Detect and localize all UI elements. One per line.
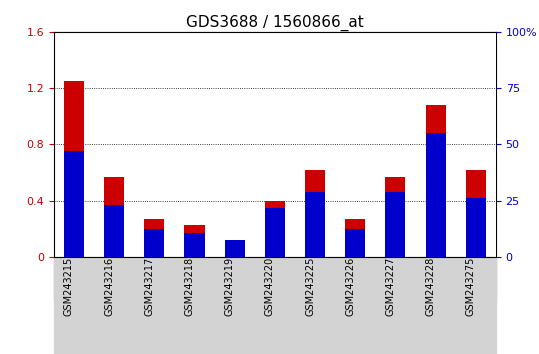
Title: GDS3688 / 1560866_at: GDS3688 / 1560866_at	[186, 14, 364, 30]
Bar	[144, 219, 164, 257]
FancyBboxPatch shape	[54, 259, 295, 300]
Text: obese: obese	[377, 273, 414, 286]
Bar	[385, 177, 405, 257]
Bar	[54, 257, 496, 354]
Bar	[426, 133, 446, 257]
Bar	[64, 152, 84, 257]
Bar	[64, 81, 84, 257]
Bar	[345, 219, 365, 257]
Bar	[466, 198, 486, 257]
Bar	[104, 177, 124, 257]
Bar	[225, 240, 245, 257]
Bar	[265, 208, 285, 257]
Bar	[144, 229, 164, 257]
Text: transformed count: transformed count	[120, 308, 224, 318]
Bar	[385, 192, 405, 257]
Bar	[466, 170, 486, 257]
Bar	[265, 201, 285, 257]
Bar	[184, 224, 205, 257]
Text: control: control	[153, 273, 196, 286]
Text: ■: ■	[107, 331, 119, 344]
Bar	[426, 105, 446, 257]
Text: ■: ■	[107, 307, 119, 320]
Text: disease state: disease state	[0, 353, 1, 354]
FancyBboxPatch shape	[295, 259, 496, 300]
Text: percentile rank within the sample: percentile rank within the sample	[120, 333, 308, 343]
Bar	[305, 170, 325, 257]
Bar	[184, 233, 205, 257]
Bar	[345, 229, 365, 257]
Bar	[104, 205, 124, 257]
Bar	[225, 243, 245, 257]
Bar	[305, 192, 325, 257]
